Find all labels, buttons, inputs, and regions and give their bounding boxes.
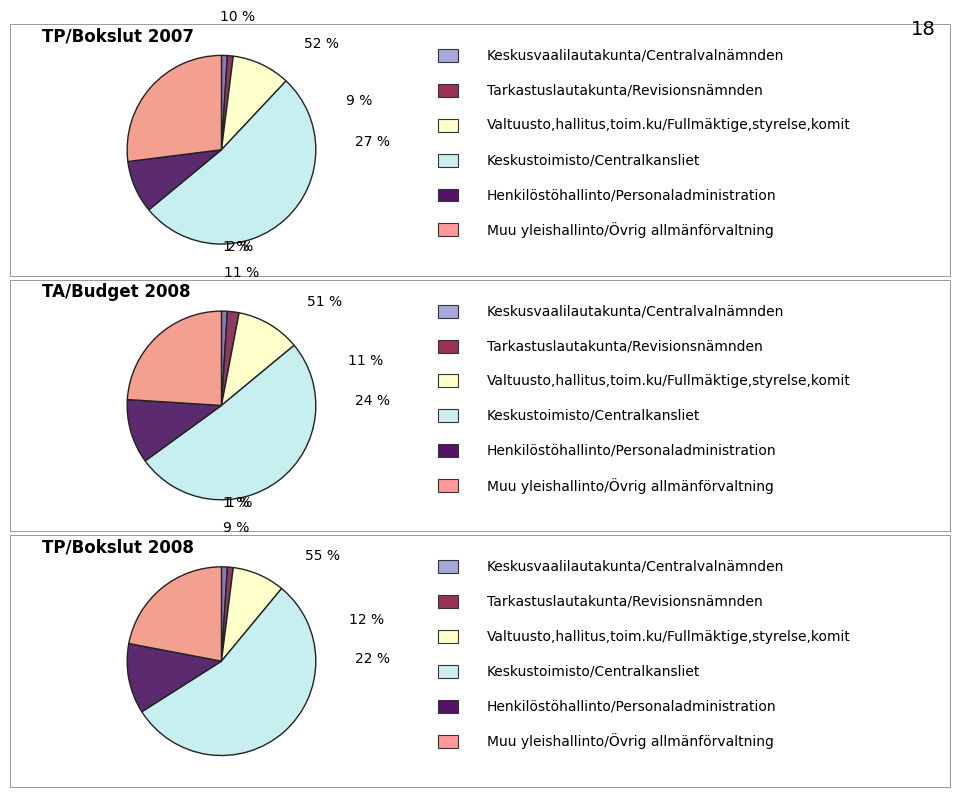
Text: 52 %: 52 %: [304, 37, 339, 51]
Wedge shape: [222, 311, 228, 405]
Text: 12 %: 12 %: [348, 613, 384, 626]
Bar: [439, 223, 458, 236]
Text: 18: 18: [911, 20, 936, 39]
Text: 2 %: 2 %: [227, 240, 253, 254]
Text: 55 %: 55 %: [305, 549, 340, 564]
Text: Tarkastuslautakunta/Revisionsnämnden: Tarkastuslautakunta/Revisionsnämnden: [487, 83, 762, 97]
Bar: [439, 630, 458, 643]
Wedge shape: [222, 312, 239, 405]
Bar: [439, 118, 458, 132]
Bar: [439, 339, 458, 352]
Text: Henkilöstöhallinto/Personaladministration: Henkilöstöhallinto/Personaladministratio…: [487, 700, 777, 713]
Text: 11 %: 11 %: [348, 354, 383, 368]
Text: Keskustoimisto/Centralkansliet: Keskustoimisto/Centralkansliet: [487, 153, 700, 167]
Text: Tarkastuslautakunta/Revisionsnämnden: Tarkastuslautakunta/Revisionsnämnden: [487, 595, 762, 609]
Wedge shape: [222, 56, 228, 149]
Text: TP/Bokslut 2008: TP/Bokslut 2008: [42, 538, 194, 556]
Text: TP/Bokslut 2007: TP/Bokslut 2007: [42, 27, 194, 45]
Text: Muu yleishallinto/Övrig allmänförvaltning: Muu yleishallinto/Övrig allmänförvaltnin…: [487, 222, 774, 238]
Text: Henkilöstöhallinto/Personaladministration: Henkilöstöhallinto/Personaladministratio…: [487, 188, 777, 202]
Bar: [439, 374, 458, 387]
Text: Valtuusto,hallitus,toim.ku/Fullmäktige,styrelse,komit: Valtuusto,hallitus,toim.ku/Fullmäktige,s…: [487, 630, 851, 644]
Text: Keskusvaalilautakunta/Centralvalnämnden: Keskusvaalilautakunta/Centralvalnämnden: [487, 304, 784, 318]
Bar: [439, 700, 458, 713]
Wedge shape: [222, 312, 294, 405]
Wedge shape: [222, 568, 281, 661]
Text: 9 %: 9 %: [347, 94, 372, 107]
Text: 1 %: 1 %: [223, 240, 250, 254]
Text: Keskustoimisto/Centralkansliet: Keskustoimisto/Centralkansliet: [487, 409, 700, 423]
Text: Valtuusto,hallitus,toim.ku/Fullmäktige,styrelse,komit: Valtuusto,hallitus,toim.ku/Fullmäktige,s…: [487, 118, 851, 132]
Text: Muu yleishallinto/Övrig allmänförvaltning: Muu yleishallinto/Övrig allmänförvaltnin…: [487, 478, 774, 494]
Text: Keskustoimisto/Centralkansliet: Keskustoimisto/Centralkansliet: [487, 665, 700, 679]
Text: Keskusvaalilautakunta/Centralvalnämnden: Keskusvaalilautakunta/Centralvalnämnden: [487, 560, 784, 574]
Wedge shape: [222, 56, 233, 149]
Bar: [439, 560, 458, 573]
Text: 1 %: 1 %: [226, 496, 252, 510]
Text: 22 %: 22 %: [355, 652, 391, 666]
Bar: [439, 665, 458, 678]
Wedge shape: [127, 643, 222, 712]
Wedge shape: [222, 56, 286, 149]
Text: Henkilöstöhallinto/Personaladministration: Henkilöstöhallinto/Personaladministratio…: [487, 444, 777, 458]
Bar: [439, 444, 458, 457]
Bar: [439, 595, 458, 608]
Wedge shape: [129, 567, 222, 661]
Text: 51 %: 51 %: [306, 295, 342, 309]
Wedge shape: [128, 149, 222, 210]
Bar: [439, 83, 458, 97]
Text: Tarkastuslautakunta/Revisionsnämnden: Tarkastuslautakunta/Revisionsnämnden: [487, 339, 762, 353]
Text: 1 %: 1 %: [223, 496, 250, 510]
Bar: [439, 188, 458, 201]
Wedge shape: [145, 345, 316, 500]
Wedge shape: [222, 567, 228, 661]
Wedge shape: [149, 81, 316, 244]
Text: 27 %: 27 %: [355, 134, 390, 149]
Bar: [439, 735, 458, 748]
Bar: [439, 49, 458, 62]
Bar: [439, 153, 458, 167]
Text: TA/Budget 2008: TA/Budget 2008: [42, 283, 191, 301]
Text: 11 %: 11 %: [224, 266, 259, 280]
Text: Keskusvaalilautakunta/Centralvalnämnden: Keskusvaalilautakunta/Centralvalnämnden: [487, 48, 784, 62]
Wedge shape: [127, 400, 222, 461]
Bar: [439, 304, 458, 317]
Wedge shape: [128, 311, 222, 405]
Wedge shape: [222, 567, 233, 661]
Wedge shape: [142, 588, 316, 755]
Bar: [439, 479, 458, 492]
Text: 10 %: 10 %: [220, 10, 255, 24]
Text: Valtuusto,hallitus,toim.ku/Fullmäktige,styrelse,komit: Valtuusto,hallitus,toim.ku/Fullmäktige,s…: [487, 374, 851, 388]
Text: Muu yleishallinto/Övrig allmänförvaltning: Muu yleishallinto/Övrig allmänförvaltnin…: [487, 733, 774, 750]
Bar: [439, 409, 458, 422]
Wedge shape: [127, 56, 222, 161]
Text: 9 %: 9 %: [224, 521, 250, 535]
Text: 24 %: 24 %: [355, 394, 391, 408]
